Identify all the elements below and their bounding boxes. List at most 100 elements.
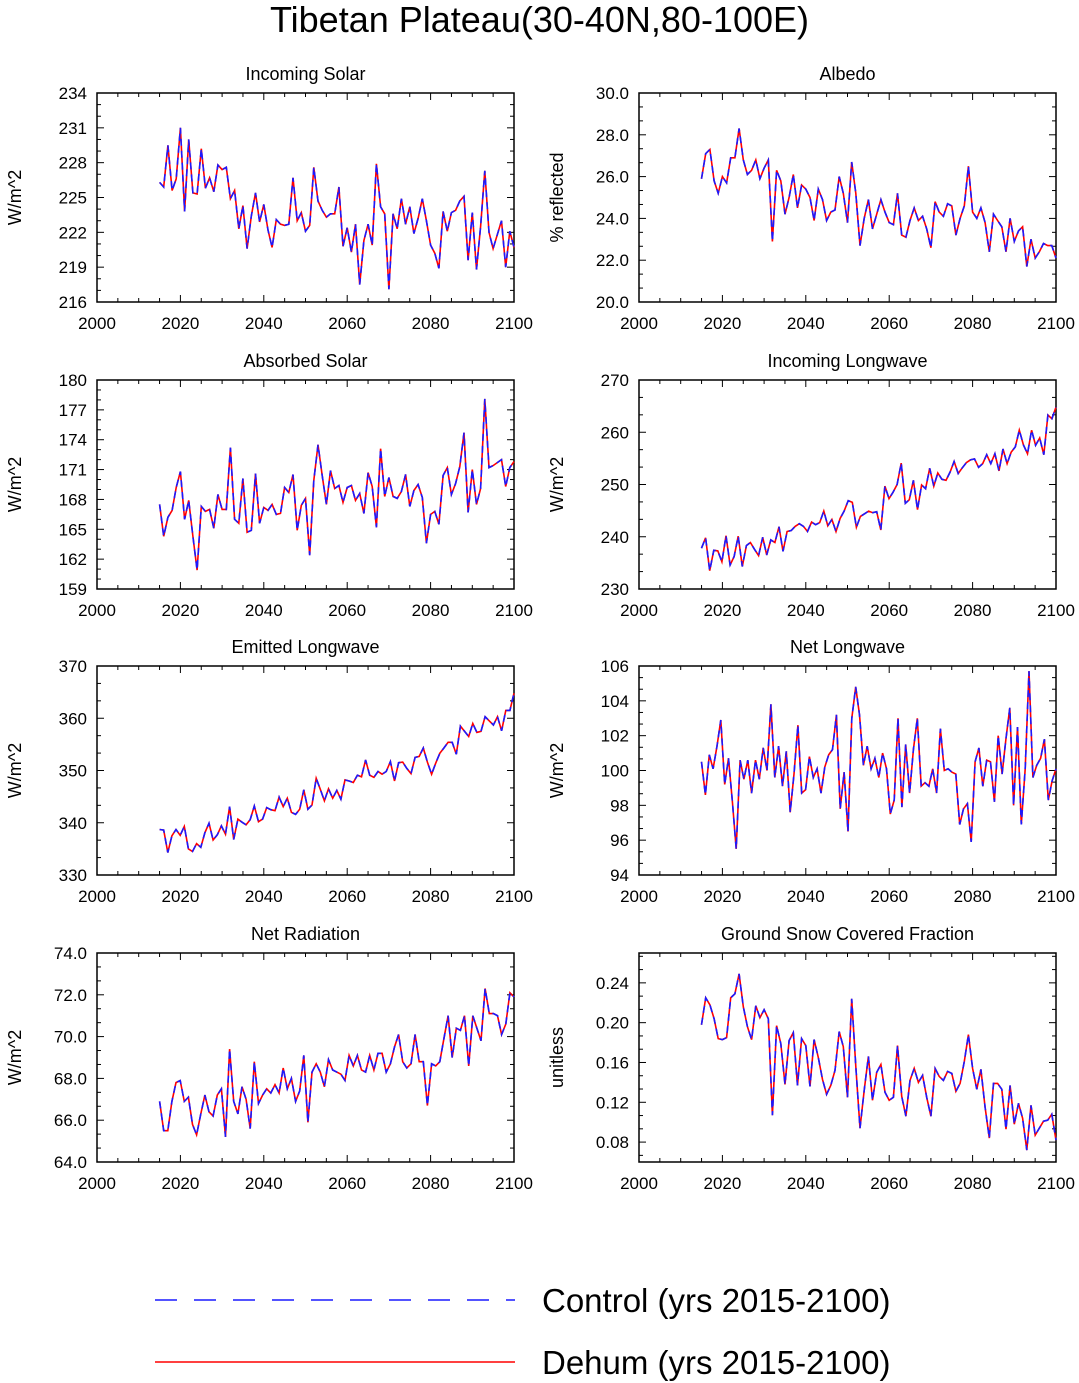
y-tick-label: 24.0 — [596, 209, 629, 228]
x-tick-label: 2100 — [495, 1174, 533, 1193]
plot-frame — [96, 665, 515, 876]
series-line-control — [700, 671, 1057, 849]
panel-title: Net Longwave — [790, 637, 905, 657]
series-line-dehum — [159, 127, 515, 290]
legend: Control (yrs 2015-2100) Dehum (yrs 2015-2… — [155, 1282, 891, 1381]
y-tick-label: 72.0 — [54, 986, 87, 1005]
x-tick-label: 2100 — [1037, 601, 1075, 620]
series-line-control — [158, 988, 515, 1138]
figure-title: Tibetan Plateau(30-40N,80-100E) — [270, 0, 809, 40]
y-tick-label: 20.0 — [596, 293, 629, 312]
x-tick-label: 2080 — [954, 1174, 992, 1193]
x-tick-label: 2060 — [870, 601, 908, 620]
y-tick-label: 240 — [601, 528, 629, 547]
series-line-dehum — [159, 693, 515, 853]
y-tick-label: 270 — [601, 371, 629, 390]
y-tick-label: 26.0 — [596, 168, 629, 187]
y-tick-label: 370 — [59, 657, 87, 676]
panel-albedo: Albedo 2000 2020 2040 2060 2080 2100 20.0 22.0 24… — [547, 64, 1075, 333]
x-tick-label: 2000 — [620, 314, 658, 333]
y-axis-label: W/m^2 — [5, 743, 25, 798]
plot-frame — [638, 92, 1057, 303]
x-tick-label: 2040 — [245, 601, 283, 620]
x-tick-label: 2100 — [495, 314, 533, 333]
y-tick-label: 0.08 — [596, 1133, 629, 1152]
x-tick-label: 2040 — [787, 314, 825, 333]
y-tick-label: 177 — [59, 401, 87, 420]
y-tick-label: 234 — [59, 84, 87, 103]
plot-frame — [96, 92, 515, 303]
panel-title: Emitted Longwave — [231, 637, 379, 657]
y-tick-label: 228 — [59, 154, 87, 173]
series-line-dehum — [158, 398, 515, 571]
y-tick-label: 64.0 — [54, 1153, 87, 1172]
x-tick-label: 2100 — [1037, 1174, 1075, 1193]
legend-label-control: Control (yrs 2015-2100) — [542, 1282, 891, 1319]
x-tick-label: 2080 — [954, 314, 992, 333]
y-axis-label: W/m^2 — [5, 170, 25, 225]
panel-title: Ground Snow Covered Fraction — [721, 924, 974, 944]
y-axis-label: unitless — [547, 1027, 567, 1088]
panel-incoming-solar: Incoming Solar 2000 2020 2040 2060 2080 2100 21… — [5, 64, 533, 333]
x-tick-label: 2080 — [412, 314, 450, 333]
x-tick-label: 2040 — [787, 1174, 825, 1193]
x-tick-label: 2060 — [870, 314, 908, 333]
y-tick-label: 222 — [59, 223, 87, 242]
y-tick-label: 102 — [601, 727, 629, 746]
y-tick-label: 104 — [601, 692, 629, 711]
plot-frame — [96, 379, 515, 590]
panel-title: Net Radiation — [251, 924, 360, 944]
panel-emitted-longwave: Emitted Longwave 2000 2020 2040 2060 2080 2100… — [5, 637, 533, 906]
x-tick-label: 2100 — [495, 887, 533, 906]
x-tick-label: 2000 — [78, 601, 116, 620]
y-tick-label: 168 — [59, 490, 87, 509]
y-tick-label: 94 — [610, 866, 629, 885]
plot-frame — [638, 665, 1057, 876]
x-tick-label: 2100 — [1037, 887, 1075, 906]
y-tick-label: 225 — [59, 189, 87, 208]
y-axis-label: W/m^2 — [547, 457, 567, 512]
y-tick-label: 66.0 — [54, 1111, 87, 1130]
x-tick-label: 2080 — [954, 601, 992, 620]
panel-net-radiation: Net Radiation 2000 2020 2040 2060 2080 2100 64.… — [5, 924, 533, 1193]
y-tick-label: 250 — [601, 476, 629, 495]
x-tick-label: 2020 — [703, 1174, 741, 1193]
legend-label-dehum: Dehum (yrs 2015-2100) — [542, 1344, 891, 1381]
y-tick-label: 360 — [59, 709, 87, 728]
panel-net-longwave: Net Longwave 2000 2020 2040 2060 2080 2100 94 96… — [547, 637, 1075, 906]
x-tick-label: 2040 — [245, 314, 283, 333]
x-tick-label: 2080 — [412, 601, 450, 620]
y-tick-label: 216 — [59, 293, 87, 312]
x-tick-label: 2020 — [703, 887, 741, 906]
x-tick-label: 2040 — [787, 601, 825, 620]
y-tick-label: 330 — [59, 866, 87, 885]
series-line-control — [700, 973, 1057, 1151]
y-tick-label: 231 — [59, 119, 87, 138]
series-line-control — [158, 398, 515, 571]
y-tick-label: 171 — [59, 461, 87, 480]
y-tick-label: 230 — [601, 580, 629, 599]
y-axis-label: % reflected — [547, 152, 567, 242]
x-tick-label: 2020 — [161, 314, 199, 333]
y-axis-label: W/m^2 — [5, 1030, 25, 1085]
plot-frame — [638, 952, 1057, 1163]
x-tick-label: 2020 — [703, 601, 741, 620]
panel-title: Incoming Solar — [245, 64, 365, 84]
panel-title: Albedo — [819, 64, 875, 84]
panel-ground-snow-covered-fraction: Ground Snow Covered Fraction 2000 2020 2040… — [547, 924, 1075, 1193]
x-tick-label: 2020 — [161, 887, 199, 906]
y-tick-label: 350 — [59, 762, 87, 781]
series-line-dehum — [700, 128, 1057, 267]
x-tick-label: 2040 — [245, 887, 283, 906]
y-tick-label: 106 — [601, 657, 629, 676]
x-tick-label: 2000 — [620, 601, 658, 620]
x-tick-label: 2000 — [620, 887, 658, 906]
x-tick-label: 2040 — [245, 1174, 283, 1193]
panel-title: Absorbed Solar — [243, 351, 367, 371]
series-line-dehum — [700, 406, 1057, 571]
y-tick-label: 98 — [610, 796, 629, 815]
x-tick-label: 2100 — [1037, 314, 1075, 333]
x-tick-label: 2020 — [161, 1174, 199, 1193]
y-axis-label: W/m^2 — [547, 743, 567, 798]
